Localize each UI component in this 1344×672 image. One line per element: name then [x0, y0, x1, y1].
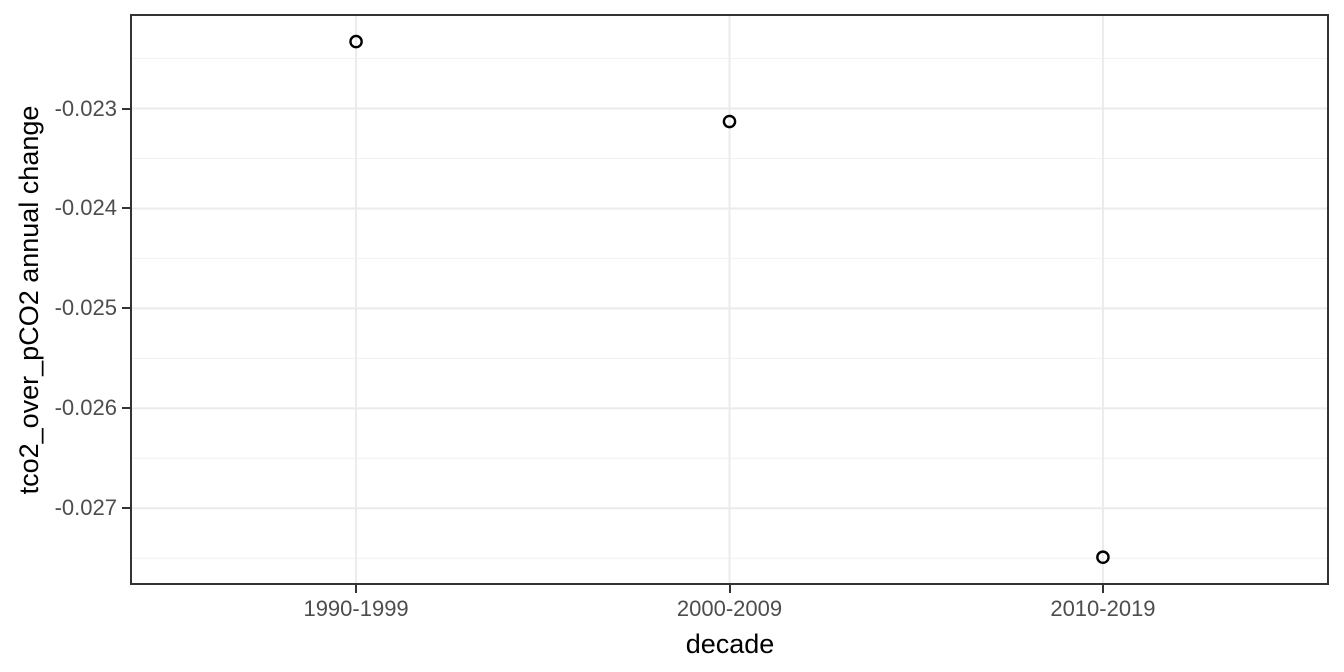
x-tick-mark: [1101, 585, 1104, 593]
y-tick-mark: [122, 407, 131, 410]
y-tick-mark: [122, 307, 131, 310]
data-point: [349, 34, 363, 49]
x-axis-title: decade: [685, 629, 775, 659]
y-tick-label: -0.023: [54, 95, 117, 121]
plot-area: [132, 16, 1327, 583]
y-tick-mark: [122, 107, 131, 110]
data-point: [1096, 550, 1110, 565]
x-tick-mark: [728, 585, 731, 593]
x-tick-label: 2000-2009: [676, 596, 783, 621]
x-tick-mark: [355, 585, 358, 593]
y-tick-label: -0.027: [54, 495, 117, 521]
y-tick-label: -0.026: [54, 395, 117, 421]
data-point: [722, 114, 737, 129]
y-tick-label: -0.025: [54, 295, 117, 321]
x-tick-label: 1990-1999: [303, 596, 409, 621]
y-tick-mark: [122, 207, 131, 210]
y-tick-label: -0.024: [54, 195, 117, 221]
x-tick-label: 2010-2019: [1050, 596, 1156, 621]
y-tick-mark: [122, 507, 131, 510]
